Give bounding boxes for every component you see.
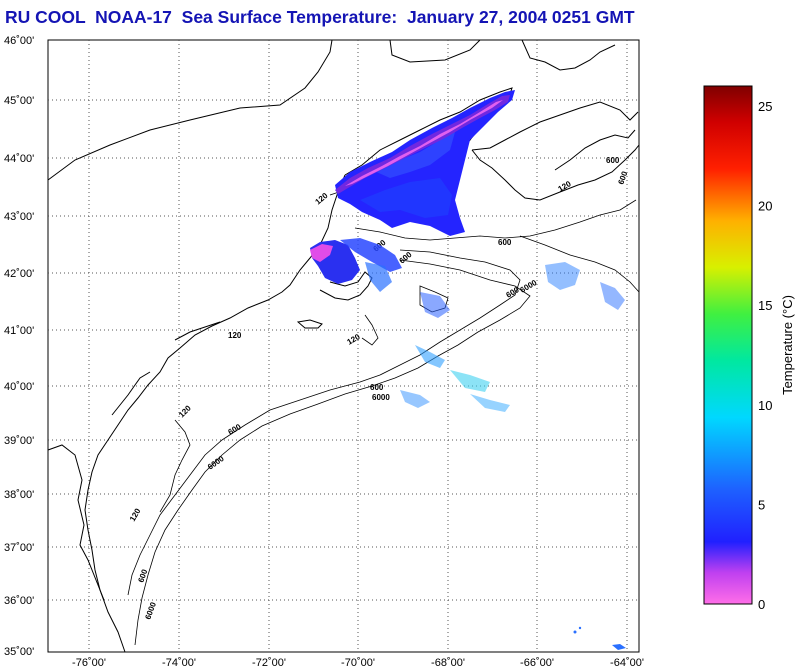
lat-label: 37˚00' (4, 542, 34, 554)
map-title: RU COOL NOAA-17 Sea Surface Temperature:… (5, 7, 635, 27)
lat-label: 42˚00' (4, 268, 34, 280)
contour-label: 600 (498, 238, 512, 247)
lat-label: 43˚00' (4, 211, 34, 223)
colorbar-label: Temperature (°C) (780, 295, 795, 395)
lat-label: 46˚00' (4, 35, 34, 47)
colorbar-tick-label: 5 (758, 497, 765, 512)
lon-label: -74˚00' (162, 657, 196, 669)
lon-label: -64˚00' (610, 657, 644, 669)
colorbar-tick-label: 20 (758, 199, 772, 214)
lat-label: 44˚00' (4, 153, 34, 165)
longitude-labels: -76˚00' -74˚00' -72˚00' -70˚00' -68˚00' … (72, 657, 644, 669)
contour-label: 600 (370, 383, 384, 392)
latitude-labels: 46˚00' 45˚00' 44˚00' 43˚00' 42˚00' 41˚00… (4, 35, 34, 658)
colorbar-tick-label: 15 (758, 298, 772, 313)
contour-label: 120 (228, 331, 242, 340)
colorbar-tick-label: 25 (758, 99, 772, 114)
contour-label: 600 (606, 156, 620, 165)
lon-label: -76˚00' (72, 657, 106, 669)
contour-label: 600 (616, 170, 629, 186)
contour-label: 6000 (372, 393, 390, 402)
colorbar: 0 5 10 15 20 25 Temperature (°C) (703, 85, 795, 612)
lon-label: -70˚00' (341, 657, 375, 669)
lat-label: 39˚00' (4, 435, 34, 447)
lat-label: 38˚00' (4, 489, 34, 501)
lon-label: -72˚00' (252, 657, 286, 669)
lat-label: 45˚00' (4, 95, 34, 107)
sst-data (310, 90, 626, 650)
lon-label: -66˚00' (520, 657, 554, 669)
lat-label: 35˚00' (4, 646, 34, 658)
bathymetry-contours (127, 127, 640, 646)
graticule (48, 40, 639, 652)
coastline (47, 39, 640, 653)
contour-label: 600 (136, 568, 149, 584)
lat-label: 40˚00' (4, 381, 34, 393)
lat-label: 41˚00' (4, 325, 34, 337)
colorbar-scale (703, 85, 753, 605)
lon-label: -68˚00' (431, 657, 465, 669)
lat-label: 36˚00' (4, 595, 34, 607)
map-frame (47, 39, 640, 653)
colorbar-tick-label: 0 (758, 597, 765, 612)
colorbar-tick-label: 10 (758, 398, 772, 413)
